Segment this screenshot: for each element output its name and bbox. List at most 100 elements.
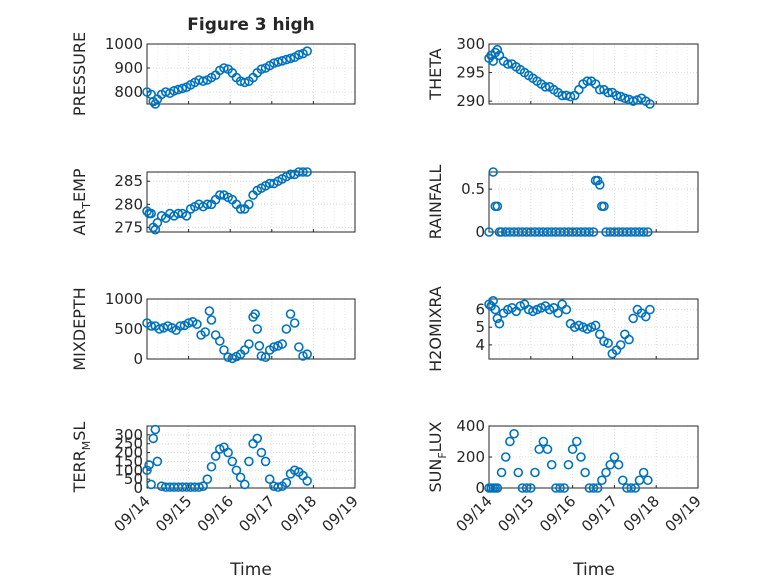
y-tick-label: 100 [114,461,143,479]
subplot-5: 0 500 1000 MIXDEPTH [70,287,356,371]
x-axis-label-right: Time [572,560,615,580]
y-axis-label: THETA [426,48,445,100]
y-axis-label-subscript: M [80,441,93,451]
x-tick-label: 09/15 [494,492,537,535]
data-point [640,311,651,322]
data-point [611,90,622,101]
y-axis-label-subscript: T [80,202,93,210]
y-tick-label: 0 [133,350,143,368]
data-point [588,227,599,237]
data-point [576,452,586,462]
data-point [146,208,156,219]
data-point [194,482,204,492]
data-point [580,467,590,478]
data-point [620,329,630,340]
data-point [488,56,498,66]
data-point [198,76,208,86]
data-point [269,342,279,352]
data-point [302,46,312,57]
y-tick-label: 250 [114,435,143,453]
data-point [530,467,540,478]
y-axis-label-main: TERR [70,450,89,493]
data-point [597,475,607,486]
data-point [256,447,267,458]
data-point [603,87,613,98]
data-point [563,459,574,470]
data-point [484,227,494,237]
x-tick-label: 09/18 [277,492,320,535]
y-tick-label: 295 [456,64,485,82]
axes-box [146,171,356,233]
data-point [588,483,599,493]
data-point [500,452,511,462]
data-point [492,313,503,324]
data-point [146,479,156,490]
data-point [496,467,507,478]
x-tick-label: 09/18 [620,492,663,535]
y-tick-label: 0 [475,479,485,497]
data-point [521,483,532,493]
data-point [488,167,498,177]
data-point [561,304,572,315]
data-point [555,483,565,493]
data-point [294,49,304,60]
subplot-6: 456 H2OMIXRA [426,286,699,372]
x-axis-label-left: Time [229,560,272,580]
data-point [603,338,613,348]
data-point [488,295,498,306]
y-tick-label: 1000 [105,290,143,308]
data-point [206,315,217,325]
y-tick-label: 275 [114,218,143,236]
data-point [567,444,578,455]
data-point [244,456,254,467]
data-point [609,452,620,462]
data-point [513,467,524,478]
data-point [144,460,154,470]
y-axis-label-tail: EMP [70,168,89,202]
data-point [285,53,296,64]
data-point [492,44,503,55]
x-tick-label: 09/19 [319,492,362,535]
data-point [219,63,229,73]
data-point [298,167,308,177]
data-point [620,93,630,104]
data-point [492,201,503,212]
y-tick-label: 50 [124,470,143,488]
data-point [154,324,165,334]
y-tick-label: 0 [475,223,485,241]
y-tick-label: 200 [456,448,485,466]
y-axis-label-main: H2OMIXRA [426,286,445,372]
data-point [215,336,225,346]
y-axis-label-main: MIXDEPTH [70,287,89,370]
data-point [302,476,312,486]
data-point [599,201,609,212]
axes-box [146,425,356,489]
axes-box [488,43,699,105]
subplot-4: 0 0.5 RAINFALL [426,165,699,241]
x-tick-label: 09/15 [152,492,195,535]
x-tick-label: 09/17 [235,492,278,535]
data-point [281,54,292,65]
data-point [594,329,605,340]
data-point [244,339,254,349]
subplot-8: 0200400SUNFLUX09/1409/1509/1609/1709/180… [426,417,705,535]
y-axis-label-main: RAINFALL [426,165,445,240]
data-point [628,313,639,324]
data-point [590,320,601,331]
data-point [256,351,267,361]
data-point [289,318,300,328]
data-point [254,340,265,351]
axes-box [146,43,356,105]
data-point [264,474,275,484]
data-point [252,324,263,334]
y-tick-label: 6 [475,301,485,319]
data-point [615,340,626,350]
data-point [235,472,246,483]
data-point [181,211,192,221]
y-axis-label-main: SUN [426,459,445,493]
data-point [173,84,183,95]
data-point [546,459,557,470]
data-point [150,424,161,435]
y-tick-label: 400 [456,417,485,435]
